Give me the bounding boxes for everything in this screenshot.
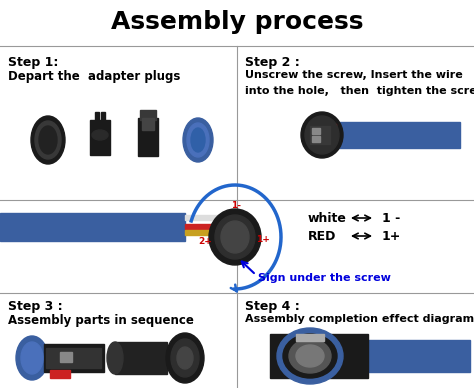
Bar	[185, 215, 230, 220]
Ellipse shape	[301, 112, 343, 158]
Bar	[310, 126, 330, 144]
Bar	[0, 213, 185, 241]
Text: Assembly parts in sequence: Assembly parts in sequence	[8, 314, 194, 327]
Ellipse shape	[16, 336, 48, 380]
Bar	[60, 352, 72, 362]
Bar	[185, 230, 230, 235]
Text: 1+: 1+	[256, 234, 270, 244]
Ellipse shape	[296, 345, 324, 367]
Text: 2+: 2+	[198, 237, 212, 246]
Bar	[270, 334, 368, 378]
Text: Assembly process: Assembly process	[111, 10, 363, 34]
Ellipse shape	[283, 334, 337, 378]
Bar	[312, 128, 320, 134]
Bar	[101, 112, 105, 122]
Ellipse shape	[21, 342, 43, 374]
Bar	[50, 370, 70, 378]
Text: into the hole,   then  tighten the screw: into the hole, then tighten the screw	[245, 86, 474, 96]
Bar	[138, 118, 158, 156]
Text: Unscrew the screw, Insert the wire: Unscrew the screw, Insert the wire	[245, 70, 463, 80]
Ellipse shape	[92, 130, 108, 140]
Text: Assembly completion effect diagram: Assembly completion effect diagram	[245, 314, 474, 324]
Text: Step 1:: Step 1:	[8, 56, 58, 69]
Bar	[330, 122, 460, 148]
Bar	[115, 342, 167, 374]
Ellipse shape	[289, 339, 331, 373]
Ellipse shape	[31, 116, 65, 164]
Ellipse shape	[166, 333, 204, 383]
Bar	[95, 112, 99, 122]
Bar	[185, 224, 230, 229]
Ellipse shape	[177, 347, 193, 369]
Bar	[296, 334, 324, 341]
Text: Depart the  adapter plugs: Depart the adapter plugs	[8, 70, 181, 83]
Text: Step 4 :: Step 4 :	[245, 300, 300, 313]
Text: 1+: 1+	[382, 229, 401, 242]
Bar	[46, 348, 101, 368]
Ellipse shape	[209, 209, 261, 265]
Bar	[142, 118, 154, 130]
Bar	[312, 136, 320, 142]
Bar	[360, 340, 470, 372]
Ellipse shape	[183, 118, 213, 162]
Text: Step 3 :: Step 3 :	[8, 300, 63, 313]
Bar	[44, 344, 104, 372]
Text: 1-: 1-	[231, 201, 241, 210]
Bar	[90, 120, 110, 155]
Ellipse shape	[35, 121, 61, 159]
Ellipse shape	[305, 116, 339, 154]
Text: Sign under the screw: Sign under the screw	[258, 273, 391, 283]
Text: Step 2 :: Step 2 :	[245, 56, 300, 69]
Ellipse shape	[215, 215, 255, 259]
Ellipse shape	[187, 123, 209, 157]
Bar	[318, 130, 336, 135]
Text: white: white	[308, 211, 347, 225]
Ellipse shape	[39, 126, 57, 154]
Ellipse shape	[191, 128, 205, 152]
Text: 1 -: 1 -	[382, 211, 400, 225]
Ellipse shape	[221, 221, 249, 253]
Bar	[318, 124, 336, 129]
Bar	[140, 110, 156, 120]
Ellipse shape	[277, 328, 343, 384]
Text: RED: RED	[308, 229, 337, 242]
Ellipse shape	[107, 342, 123, 374]
Ellipse shape	[171, 339, 199, 377]
